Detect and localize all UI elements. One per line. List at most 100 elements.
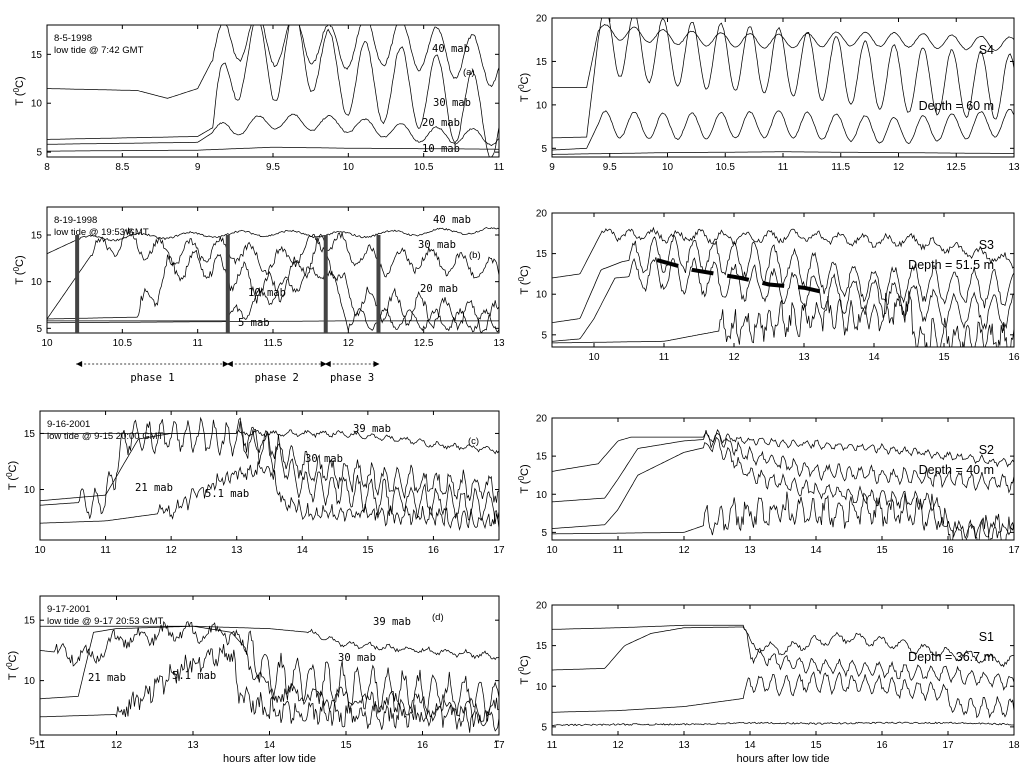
x-tick-label: 16 (876, 740, 888, 751)
x-tick-label: 12 (612, 740, 624, 751)
y-tick-label: 20 (536, 601, 548, 612)
x-tick-label: 10 (588, 352, 600, 363)
series-line-1 (552, 624, 1014, 668)
series-line-2 (552, 428, 1014, 503)
x-tick-label: 15 (876, 545, 888, 556)
station-label: S4 (979, 43, 994, 57)
annot-10-mab: 10 mab (422, 143, 460, 155)
x-tick-label: 12 (893, 162, 905, 173)
y-label-part: T ( (519, 480, 531, 494)
x-tick-label: 17 (942, 740, 954, 751)
plot-frame (551, 604, 1015, 736)
phase-boundary-bar (323, 235, 328, 333)
series-line-2 (552, 626, 1014, 691)
annot-20-mab: 20 mab (422, 117, 460, 129)
phase-boundary-bar (376, 235, 381, 333)
x-tick-label: 9.5 (266, 162, 280, 173)
arrow-right-icon (373, 361, 380, 367)
series-line-5-1-mab (40, 644, 499, 733)
depth-label: Depth = 40 m (919, 463, 994, 477)
x-tick-label: 12 (728, 352, 740, 363)
phase-label: phase 1 (130, 372, 174, 384)
y-tick-label: 15 (24, 429, 36, 440)
y-label-part: T ( (7, 667, 19, 681)
y-label-part: T ( (519, 281, 531, 295)
y-tick-label: 10 (536, 100, 548, 111)
x-tick-label: 8.5 (115, 162, 129, 173)
y-tick-label: 15 (536, 641, 548, 652)
y-tick-label: 5 (36, 324, 42, 335)
x-tick-label: 8 (44, 162, 50, 173)
y-label-sup: 0 (517, 84, 526, 89)
y-label-part: T ( (7, 477, 19, 491)
series-line-10-mab (47, 266, 499, 333)
y-tick-label: 5 (541, 144, 547, 155)
panel-S2: 10 11 12 13 14 15 16 17 5 10 15 20 T (0C) S2 Depth = 4… (517, 414, 1020, 557)
series-line-3 (552, 436, 1014, 540)
panel-letter-d: (d) (432, 612, 444, 623)
depth-label: Depth = 60 m (919, 99, 994, 113)
y-tick-label: 20 (536, 209, 548, 220)
series-line-5-mab (47, 320, 499, 324)
y-label-part: T ( (519, 89, 531, 103)
series-line-21-mab (40, 620, 499, 723)
y-axis-label: T (0C) (5, 651, 19, 680)
x-tick-label: 18 (1008, 740, 1020, 751)
y-tick-label: 20 (536, 414, 548, 425)
series-line-5-1-mab (40, 461, 499, 531)
x-tick-label: 10.5 (716, 162, 736, 173)
panel-low-tide: low tide @ 9-17 20:53 GMT (47, 616, 164, 627)
x-tick-label: 12.5 (947, 162, 967, 173)
annot-30-mab: 30 mab (418, 239, 456, 251)
y-tick-label: 5 (541, 528, 547, 539)
annot-21-mab: 21 mab (135, 482, 173, 494)
panel-date: 9-16-2001 (47, 419, 90, 430)
phase-boundary-bar (225, 235, 230, 333)
y-tick-label: 20 (536, 14, 548, 25)
x-tick-label: 16 (428, 545, 440, 556)
panel-low-tide: low tide @ 19:53 GMT (54, 227, 149, 238)
x-tick-label: 9.5 (603, 162, 617, 173)
panel-low-tide: low tide @ 9-15 20:00 GMT (47, 431, 164, 442)
x-tick-label: 11.5 (831, 162, 850, 173)
x-tick-label: 11 (192, 338, 203, 349)
series-line-30-mab (47, 227, 499, 320)
y-tick-label: 10 (536, 682, 548, 693)
series-line-39-mab (40, 429, 499, 455)
plot-frame (551, 212, 1015, 348)
y-label-part: C) (7, 651, 19, 663)
x-tick-label: 11 (659, 352, 670, 363)
x-tick-label: 14 (264, 740, 276, 751)
annot-5-1-mab: 5.1 mab (172, 670, 216, 682)
series-line-4 (552, 491, 1014, 540)
series-line-4 (552, 290, 1014, 347)
y-label-part: C) (519, 464, 531, 476)
arrow-right-icon (222, 361, 229, 367)
annot-20-mab: 20 mab (420, 283, 458, 295)
x-tick-label: 13 (798, 352, 810, 363)
y-label-sup: 0 (5, 472, 14, 477)
y-tick-label: 5 (541, 722, 547, 733)
y-tick-label: 10 (24, 485, 36, 496)
y-label-sup: 0 (517, 276, 526, 281)
y-axis-label: T (0C) (5, 461, 19, 490)
annot-10-mab: 10 mab (248, 287, 286, 299)
x-tick-label: 11.5 (264, 338, 283, 349)
x-tick-label: 11 (547, 740, 558, 751)
x-tick-label: 12.5 (414, 338, 434, 349)
series-line-10-mab (47, 146, 499, 152)
y-label-sup: 0 (517, 666, 526, 671)
y-label-sup: 0 (12, 266, 21, 271)
annot-30-mab: 30 mab (338, 652, 376, 664)
x-tick-label: 12 (678, 545, 690, 556)
x-tick-label: 10.5 (113, 338, 133, 349)
x-axis-title: hours after low tide (737, 753, 830, 765)
panel-S1: 11 12 13 14 15 16 17 18 5 10 15 20 T (0C) S1 Depth = 3… (517, 601, 1020, 752)
y-tick-label: 10 (536, 290, 548, 301)
station-label: S2 (979, 443, 994, 457)
annot-39-mab: 39 mab (353, 423, 391, 435)
arrow-right-icon (320, 361, 327, 367)
annot-40-mab: 40 mab (432, 43, 470, 55)
y-label-part: T ( (519, 671, 531, 685)
